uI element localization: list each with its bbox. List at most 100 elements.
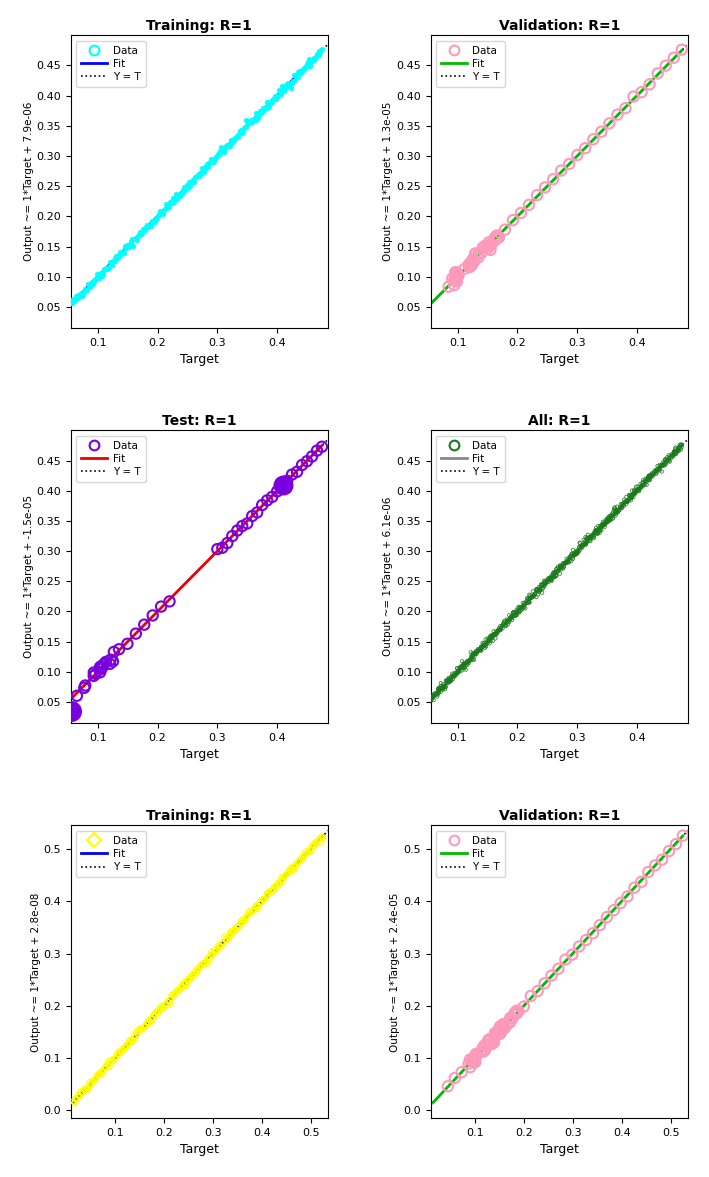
Point [81, 1079, 92, 1098]
Point [668, 447, 679, 466]
Point [527, 586, 539, 605]
Point [527, 587, 539, 606]
Point [247, 111, 259, 129]
Point [660, 455, 671, 474]
Point [618, 494, 629, 513]
Point [586, 528, 597, 547]
Point [554, 564, 566, 583]
Point [600, 514, 611, 533]
Point [433, 680, 445, 699]
Point [616, 498, 627, 517]
Point [435, 677, 447, 696]
Point [643, 466, 654, 485]
Point [443, 671, 454, 690]
Point [498, 1015, 509, 1033]
Point [142, 215, 153, 234]
Point [608, 900, 620, 919]
Point [186, 965, 198, 984]
Point [490, 625, 501, 644]
Point [94, 267, 106, 286]
Point [633, 481, 644, 500]
Point [452, 264, 463, 282]
Point [476, 637, 488, 656]
Point [588, 528, 600, 547]
Point [126, 1032, 138, 1051]
Point [538, 574, 549, 593]
Point [670, 438, 681, 457]
Point [452, 663, 464, 681]
Point [490, 624, 501, 643]
Point [207, 945, 218, 964]
Point [598, 516, 610, 534]
Point [187, 967, 199, 986]
Point [643, 471, 654, 490]
Point [627, 487, 639, 506]
Point [597, 512, 608, 531]
Point [108, 252, 119, 271]
Point [511, 1004, 523, 1023]
Point [484, 1031, 495, 1050]
Point [109, 1049, 121, 1068]
Point [105, 650, 116, 669]
Point [184, 969, 195, 988]
Point [85, 1075, 96, 1093]
Point [622, 492, 633, 511]
Point [493, 620, 504, 639]
Point [104, 1057, 116, 1076]
Point [224, 926, 235, 945]
Point [493, 1023, 505, 1042]
Point [79, 676, 91, 694]
Point [276, 80, 287, 99]
Point [233, 917, 245, 936]
Point [119, 1038, 130, 1057]
Point [601, 511, 613, 530]
Point [644, 471, 656, 490]
Point [486, 631, 497, 650]
Point [297, 60, 308, 79]
Point [261, 98, 272, 117]
Point [569, 545, 580, 564]
Point [632, 477, 643, 496]
Point [277, 478, 288, 497]
Point [442, 673, 454, 692]
Point [101, 1057, 112, 1076]
Point [584, 528, 596, 547]
Point [92, 1066, 104, 1085]
Point [491, 625, 502, 644]
Point [194, 165, 205, 184]
Legend: Data, Fit, Y = T: Data, Fit, Y = T [76, 831, 145, 877]
Point [598, 514, 610, 533]
Point [306, 837, 318, 856]
Point [510, 1004, 521, 1023]
Point [291, 463, 303, 481]
Point [512, 605, 523, 624]
Point [579, 532, 591, 551]
Point [546, 572, 557, 591]
Point [463, 653, 474, 672]
Point [133, 227, 144, 246]
Point [160, 199, 171, 218]
Point [596, 517, 608, 536]
Point [116, 1043, 127, 1062]
Point [198, 953, 209, 972]
Point [450, 664, 462, 683]
Point [152, 208, 163, 227]
Point [464, 651, 476, 670]
Point [99, 1057, 111, 1076]
Point [308, 49, 320, 68]
Point [630, 484, 641, 503]
Point [234, 124, 245, 142]
Point [487, 631, 498, 650]
Point [612, 105, 623, 124]
Point [87, 1071, 99, 1090]
Point [483, 233, 494, 252]
Point [314, 830, 325, 849]
Point [493, 621, 504, 640]
Point [314, 42, 325, 61]
Point [91, 265, 103, 284]
Point [443, 669, 454, 687]
Point [123, 237, 134, 255]
Point [513, 601, 525, 620]
Point [77, 1084, 88, 1103]
Point [296, 850, 308, 869]
